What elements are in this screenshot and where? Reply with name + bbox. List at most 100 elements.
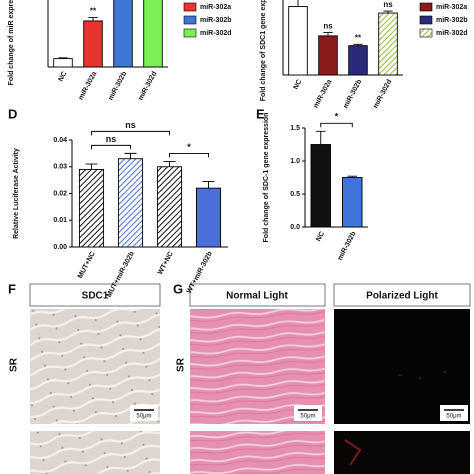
scale-label: 50μm (300, 414, 315, 420)
significance: ns (383, 0, 393, 9)
bar (318, 35, 338, 75)
error-bar (85, 163, 98, 170)
y-axis-title: Fold change of SDC1 gene expression (260, 0, 267, 101)
micrograph (30, 309, 160, 424)
y-tick-label: 0.5 (290, 191, 300, 198)
bar (195, 187, 222, 247)
header-box (189, 283, 326, 307)
panel-letter: F (8, 281, 16, 296)
bracket (320, 122, 353, 128)
birefringence (444, 371, 446, 373)
scale-box (130, 405, 158, 421)
error-bar (58, 57, 68, 59)
birefringence (399, 374, 401, 376)
y-tick-label: 0.00 (53, 244, 67, 251)
significance: ns (323, 22, 333, 31)
bar (348, 45, 368, 75)
significance: ** (355, 33, 362, 42)
panel-letter: G (173, 281, 183, 296)
y-tick-label: 0.01 (53, 217, 67, 224)
legend-swatch (183, 28, 197, 38)
bar (53, 58, 73, 67)
error-bar (88, 17, 98, 21)
x-tick-label: MUT+NC (77, 251, 97, 280)
bar (342, 177, 363, 227)
micrograph (334, 431, 470, 474)
x-tick-label: miR-302b (337, 231, 358, 262)
panel-g: G Normal Light Polarized Light SR 50μm 5… (173, 281, 471, 474)
y-tick-label: 0.04 (53, 137, 67, 144)
x-tick-label: NC (57, 71, 68, 83)
y-tick-label: 1.0 (290, 158, 300, 165)
legend-label: miR-302a (436, 4, 467, 11)
bar (117, 158, 144, 247)
x-tick-label: miR-302b (342, 79, 363, 110)
x-tick-label: NC (315, 231, 326, 243)
y-tick-label: 0.03 (53, 164, 67, 171)
column-header: Normal Light (226, 291, 288, 302)
legend-swatch (419, 2, 433, 12)
bracket (91, 144, 131, 150)
bar-chart: Fold change of SDC-1 gene expression 0.0 0… (263, 112, 368, 262)
bars (78, 152, 222, 247)
micrograph (334, 309, 470, 424)
panel-f: F SDC1 SR 50μm (8, 281, 161, 474)
error-bar (315, 130, 326, 145)
bar-chart: Fold change of SDC1 gene expression NC miR… (260, 0, 468, 110)
row-label: SR (9, 357, 20, 372)
bar (143, 0, 163, 67)
bar (288, 6, 308, 75)
significance: ns (125, 120, 136, 130)
header-box (29, 283, 161, 307)
micrograph (30, 431, 160, 474)
bars (53, 0, 163, 67)
x-tick-label: miR-302d (372, 79, 393, 110)
significance: * (335, 112, 339, 122)
legend-label: miR-302b (436, 17, 468, 24)
x-tick-label: miR-302d (137, 71, 158, 102)
error-bar (124, 152, 137, 159)
significance: ** (90, 7, 97, 16)
bracket (91, 130, 170, 136)
error-bar (297, 0, 299, 7)
error-bar (383, 10, 393, 14)
bar-chart: Fold change of miR expression NC miR-302a m… (8, 0, 232, 102)
micrograph (190, 309, 325, 424)
header-box (333, 283, 471, 307)
x-tick-label: miR-302b (107, 71, 128, 102)
scale-label: 50μm (446, 414, 461, 420)
scale-box (294, 405, 322, 421)
column-header: SDC1 (82, 291, 109, 302)
legend-label: miR-302a (200, 4, 231, 11)
x-tick-label: miR-302a (78, 70, 99, 101)
bar (156, 166, 183, 247)
y-axis-title: Fold change of miR expression (8, 0, 15, 85)
error-bar (323, 32, 333, 36)
micrograph (190, 431, 325, 474)
birefringence (344, 439, 362, 466)
panel-letter: D (8, 106, 17, 121)
bar (378, 12, 398, 75)
scale-box (440, 405, 468, 421)
legend-label: miR-302d (200, 30, 232, 37)
error-bar (163, 160, 176, 167)
column-header: Polarized Light (366, 291, 438, 302)
scale-label: 50μm (136, 414, 151, 420)
error-bar (353, 43, 363, 46)
y-tick-label: 1.5 (290, 125, 300, 132)
y-tick-label: 0.0 (290, 224, 300, 231)
panel-letter: E (256, 106, 265, 121)
row-label: SR (176, 357, 187, 372)
legend-label: miR-302d (436, 30, 468, 37)
significance: * (187, 142, 191, 152)
legend-label: miR-302b (200, 17, 232, 24)
legend-swatch (419, 15, 433, 25)
x-tick-label: NC (292, 79, 303, 91)
y-axis-title: Fold change of SDC-1 gene expression (263, 113, 270, 243)
x-tick-label: WT+NC (157, 251, 175, 276)
bar-chart: Relative Luciferase Activity 0.00 0.01 0.02… (13, 120, 228, 299)
bar (83, 20, 103, 67)
error-bar (347, 175, 358, 178)
bars (288, 0, 398, 75)
